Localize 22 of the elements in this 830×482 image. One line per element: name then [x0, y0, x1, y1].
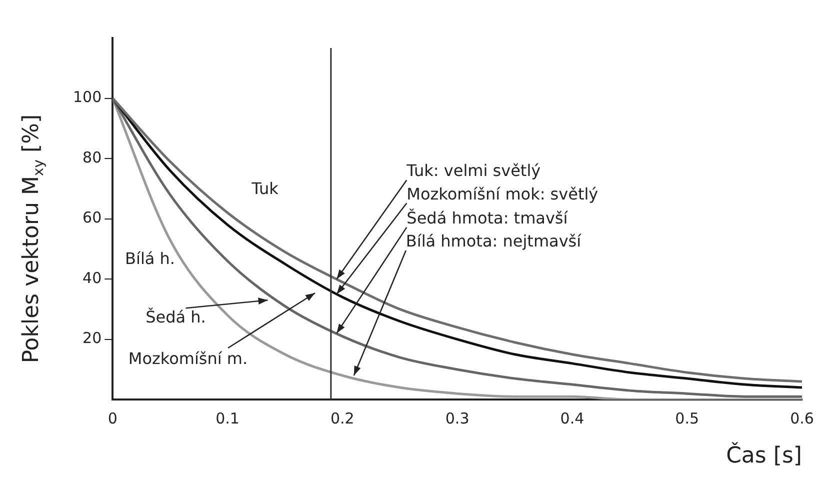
x-tick-label: 0.6 [790, 409, 814, 428]
annotation: Tuk [250, 179, 280, 198]
annotation: Mozkomíšní mok: světlý [406, 184, 598, 204]
x-tick-label: 0.1 [216, 409, 240, 428]
x-tick-label: 0.2 [330, 409, 354, 428]
annotation: Bílá hmota: nejtmavší [406, 232, 582, 251]
annotation: Tuk: velmi světlý [406, 161, 541, 180]
x-tick-label: 0.5 [675, 409, 700, 428]
y-tick-label: 60 [82, 208, 102, 227]
annotation: Šedá hmota: tmavší [406, 208, 568, 228]
x-tick-label: 0 [108, 409, 118, 428]
y-tick-label: 100 [72, 88, 102, 106]
y-tick-label: 40 [82, 268, 102, 287]
annotation: Šedá h. [146, 307, 206, 326]
y-tick-label: 20 [82, 329, 102, 348]
annotation: Bílá h. [125, 249, 175, 268]
x-axis-title: Čas [s] [726, 442, 802, 469]
annotation: Mozkomíšní m. [128, 349, 248, 368]
x-tick-label: 0.3 [445, 409, 470, 428]
y-tick-label: 80 [82, 148, 102, 166]
y-axis-title: Pokles vektoru Mxy [%] [19, 114, 47, 364]
x-tick-label: 0.4 [560, 409, 584, 428]
